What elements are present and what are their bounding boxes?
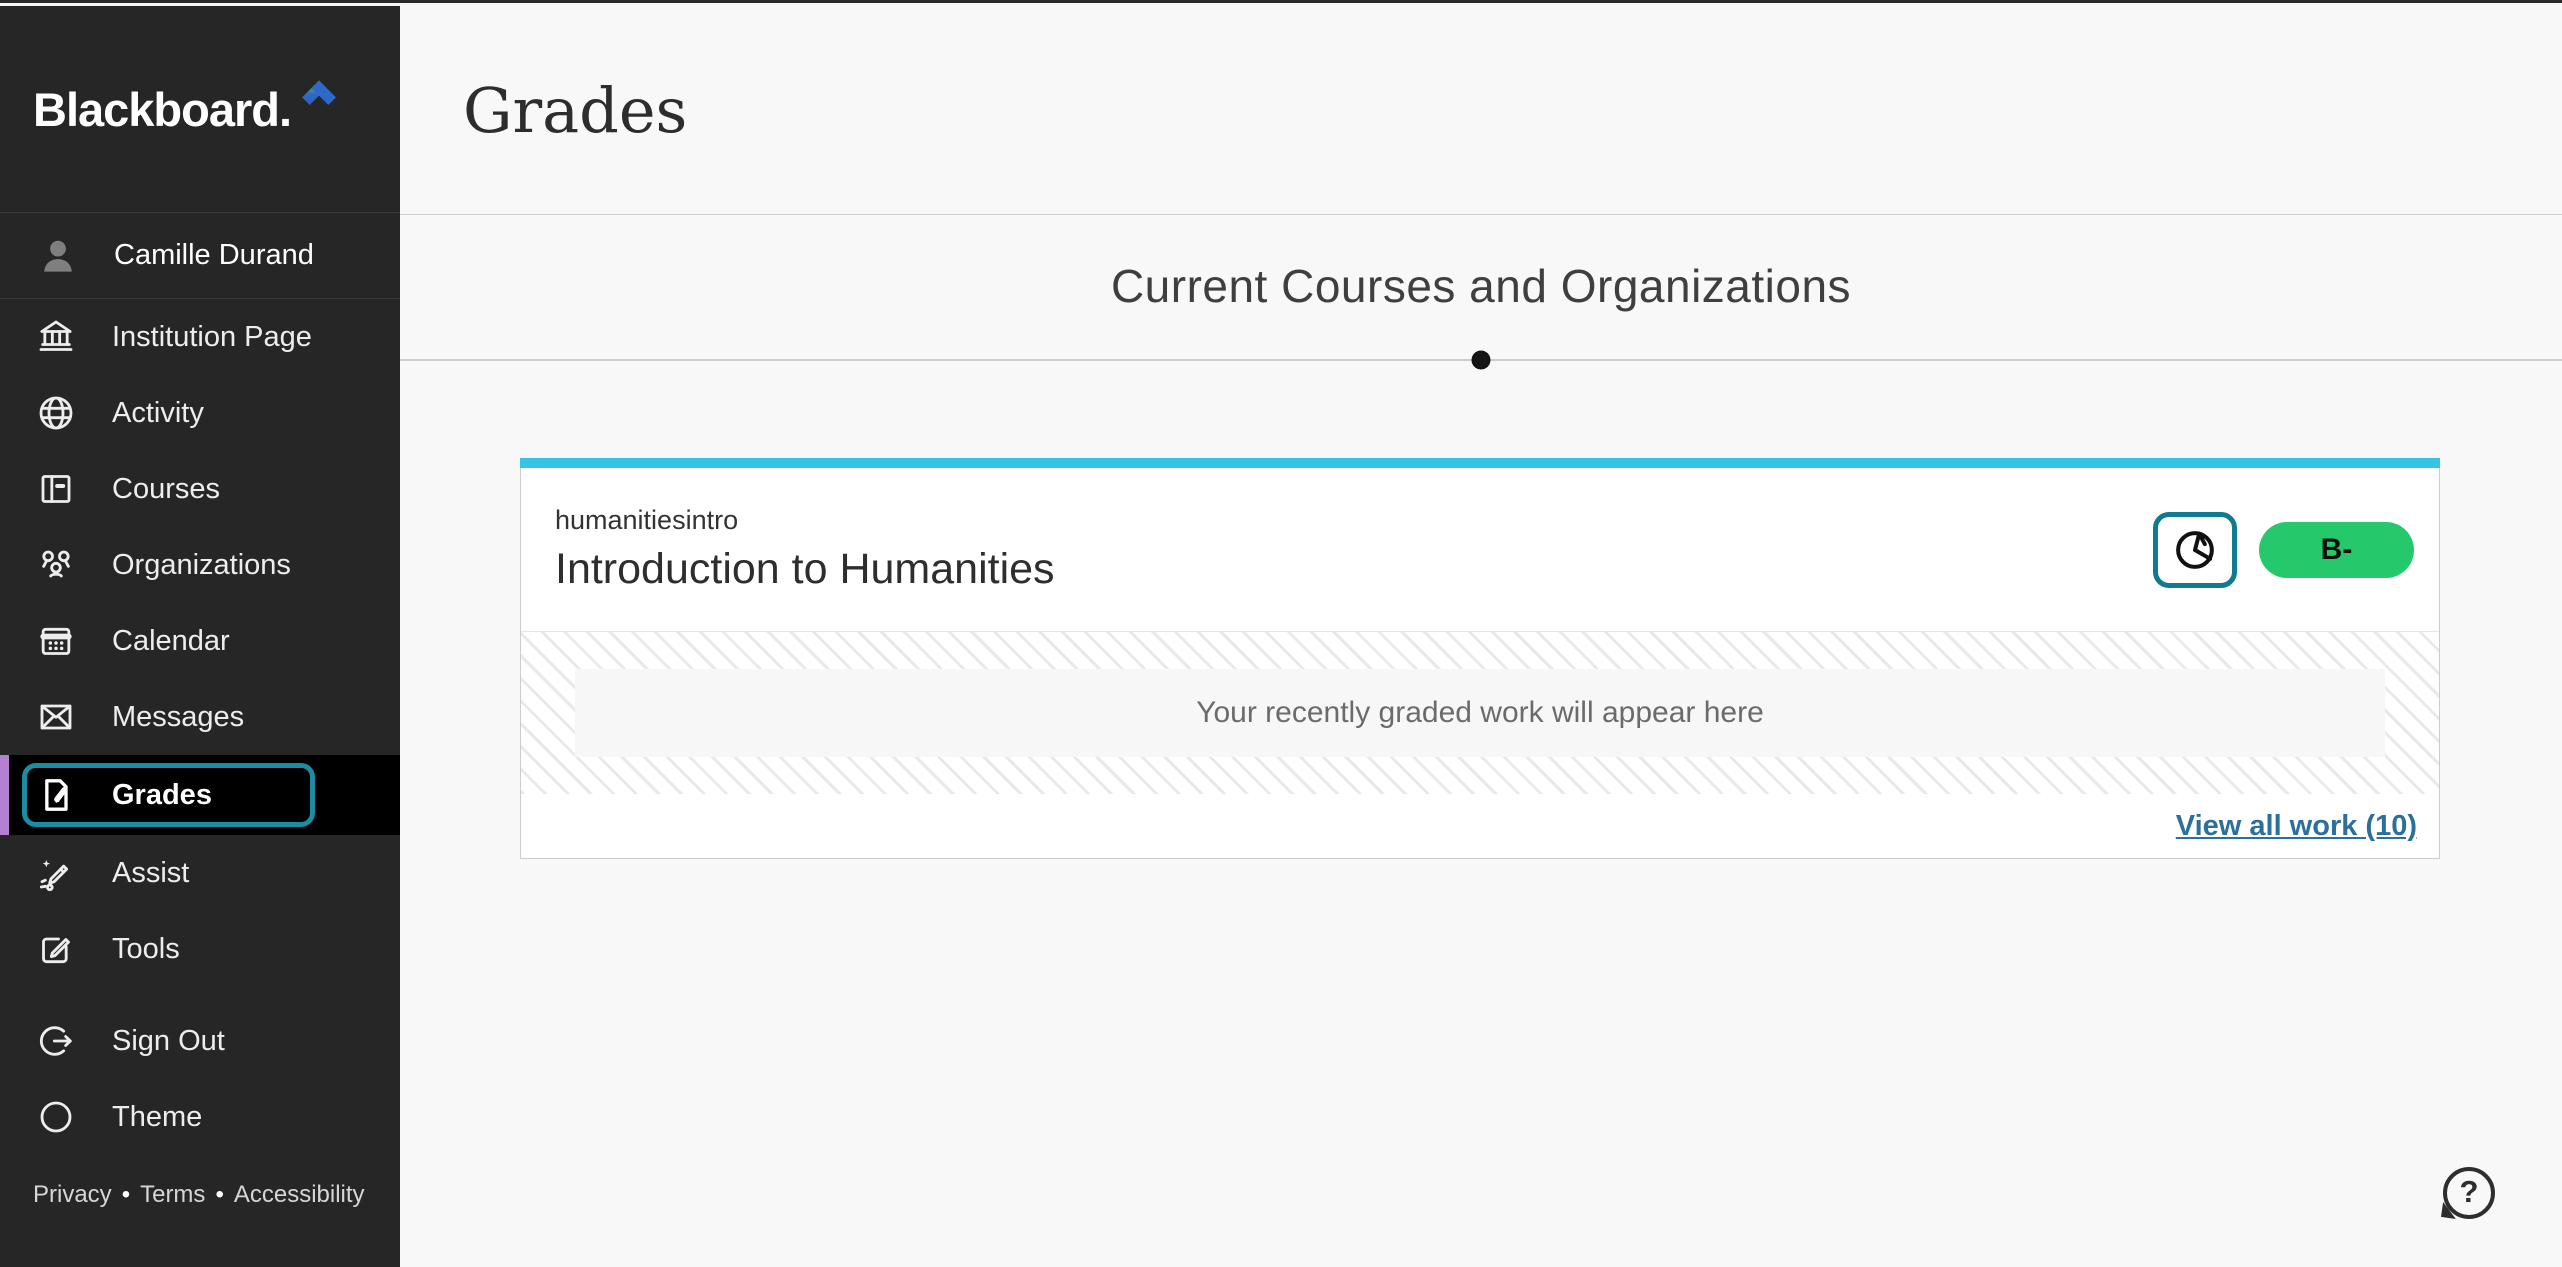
- card-header: humanitiesintro Introduction to Humaniti…: [521, 468, 2439, 632]
- sidebar-footer: Privacy • Terms • Accessibility: [0, 1181, 400, 1209]
- divider-dot: [1471, 350, 1491, 370]
- help-button[interactable]: ?: [2443, 1167, 2495, 1219]
- card-controls: B-: [2153, 511, 2414, 588]
- theme-icon: [36, 1097, 76, 1137]
- organizations-icon: [36, 545, 76, 585]
- course-name-link[interactable]: Introduction to Humanities: [555, 545, 1055, 593]
- sidebar-item-messages[interactable]: Messages: [0, 679, 400, 755]
- sidebar-item-label: Grades: [112, 778, 212, 811]
- footer-separator: •: [215, 1181, 224, 1208]
- avatar: [44, 240, 72, 272]
- sidebar-item-institution-page[interactable]: Institution Page: [0, 299, 400, 375]
- sidebar-item-label: Sign Out: [112, 1024, 225, 1057]
- sidebar-item-organizations[interactable]: Organizations: [0, 527, 400, 603]
- accessibility-link[interactable]: Accessibility: [233, 1181, 365, 1208]
- view-all-work-link[interactable]: View all work (10): [2175, 809, 2417, 842]
- sidebar-item-theme[interactable]: Theme: [0, 1079, 400, 1155]
- question-mark-icon: ?: [2459, 1173, 2479, 1209]
- assist-icon: [36, 853, 76, 893]
- sidebar-item-tools[interactable]: Tools: [0, 911, 400, 987]
- menu-spacer: [0, 987, 400, 1003]
- card-accent-bar: [520, 458, 2440, 468]
- empty-graded-message: Your recently graded work will appear he…: [575, 669, 2385, 757]
- sidebar-item-grades[interactable]: Grades: [0, 755, 400, 835]
- blackboard-arrow-icon: [302, 80, 336, 105]
- blackboard-logo: Blackboard.: [33, 82, 292, 136]
- grade-overview-button[interactable]: [2153, 511, 2237, 588]
- sidebar-item-label: Theme: [112, 1100, 203, 1133]
- privacy-link[interactable]: Privacy: [33, 1181, 112, 1208]
- sidebar-item-label: Organizations: [112, 548, 291, 581]
- section-heading: Current Courses and Organizations: [1110, 260, 1852, 312]
- institution-icon: [36, 317, 76, 357]
- sidebar: Blackboard. Camille Durand: [0, 6, 400, 1267]
- sidebar-item-assist[interactable]: Assist: [0, 835, 400, 911]
- logo-block: Blackboard.: [0, 6, 400, 213]
- course-card: humanitiesintro Introduction to Humaniti…: [520, 458, 2440, 859]
- tools-icon: [36, 929, 76, 969]
- course-id: humanitiesintro: [555, 505, 739, 535]
- user-name: Camille Durand: [114, 239, 314, 271]
- sidebar-item-label: Messages: [112, 700, 245, 733]
- pie-chart-icon: [2176, 530, 2214, 569]
- terms-link[interactable]: Terms: [140, 1181, 206, 1208]
- calendar-icon: [36, 621, 76, 661]
- sidebar-item-label: Tools: [112, 932, 180, 965]
- section-divider: [400, 350, 2562, 370]
- globe-icon: [36, 393, 76, 433]
- page-header: Grades: [400, 6, 2562, 215]
- sidebar-item-calendar[interactable]: Calendar: [0, 603, 400, 679]
- courses-icon: [36, 469, 76, 509]
- sidebar-item-courses[interactable]: Courses: [0, 451, 400, 527]
- sidebar-item-label: Calendar: [112, 624, 230, 657]
- sidebar-item-activity[interactable]: Activity: [0, 375, 400, 451]
- sidebar-item-sign-out[interactable]: Sign Out: [0, 1003, 400, 1079]
- sidebar-item-label: Courses: [112, 472, 220, 505]
- main-content: Grades Current Courses and Organizations…: [400, 6, 2562, 1267]
- course-meta: humanitiesintro Introduction to Humaniti…: [555, 505, 1055, 594]
- messages-icon: [36, 697, 76, 737]
- sidebar-item-label: Institution Page: [112, 320, 312, 353]
- grades-icon: [36, 775, 76, 815]
- sidebar-item-profile[interactable]: Camille Durand: [0, 213, 400, 299]
- card-footer: View all work (10): [521, 794, 2439, 858]
- page-title: Grades: [463, 73, 688, 147]
- grade-pill[interactable]: B-: [2259, 521, 2414, 578]
- sidebar-menu: Institution Page Activity Courses: [0, 299, 400, 1155]
- section-heading-block: Current Courses and Organizations: [400, 215, 2562, 313]
- recently-graded-strip: Your recently graded work will appear he…: [521, 632, 2439, 794]
- sidebar-item-label: Assist: [112, 856, 190, 889]
- sidebar-item-label: Activity: [112, 396, 204, 429]
- footer-separator: •: [121, 1181, 131, 1208]
- sign-out-icon: [36, 1021, 76, 1061]
